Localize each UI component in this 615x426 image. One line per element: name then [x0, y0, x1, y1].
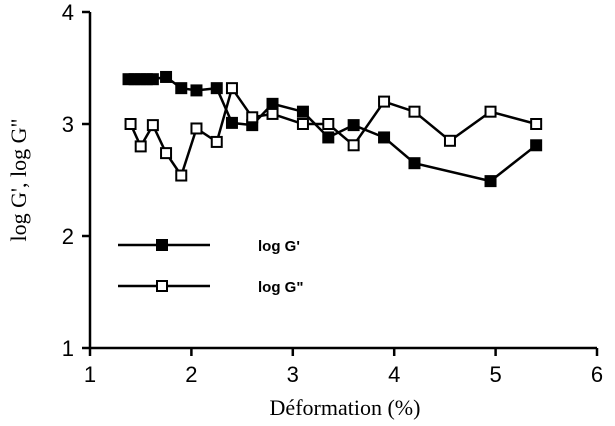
data-point: [408, 157, 421, 170]
data-point: [296, 105, 309, 118]
tick-marks: [82, 10, 599, 356]
x-tick-label: 2: [185, 362, 197, 387]
series-1: [124, 82, 543, 182]
data-point: [296, 118, 309, 130]
data-point: [146, 73, 159, 86]
data-point: [266, 107, 279, 120]
y-tick-label: 4: [62, 0, 74, 25]
data-point: [266, 97, 279, 110]
y-tick-label: 1: [62, 336, 74, 361]
x-tick-label: 6: [591, 362, 603, 387]
data-point: [322, 118, 335, 130]
data-point: [175, 169, 188, 182]
axes: [88, 12, 597, 350]
data-point: [210, 135, 223, 148]
legend-marker: [156, 280, 168, 292]
data-point: [160, 70, 173, 83]
data-point: [190, 122, 203, 135]
data-point: [347, 119, 360, 132]
data-point: [530, 139, 543, 152]
data-point: [225, 82, 238, 95]
data-point: [134, 140, 147, 153]
x-tick-label: 1: [84, 362, 96, 387]
y-tick-label: 2: [62, 224, 74, 249]
legend-marker: [156, 239, 168, 251]
legend: log G' log G": [118, 238, 303, 296]
series-layer: [122, 70, 543, 188]
data-point: [484, 105, 497, 118]
data-point: [175, 82, 188, 95]
data-point: [210, 82, 223, 95]
data-point: [225, 116, 238, 129]
x-tick-label: 3: [287, 362, 299, 387]
y-axis-title: log G', log G": [6, 119, 31, 242]
data-point: [530, 118, 543, 130]
data-point: [160, 147, 173, 160]
data-point: [484, 175, 497, 188]
data-point: [443, 134, 456, 147]
y-tick-label: 3: [62, 112, 74, 137]
data-point: [378, 95, 391, 108]
tick-labels: 1 2 3 4 5 6 1 2 3 4: [62, 0, 603, 387]
x-axis-title: Déformation (%): [270, 395, 421, 420]
legend-label-log-g-double-prime: log G": [258, 279, 303, 296]
data-point: [146, 119, 159, 132]
data-point: [347, 139, 360, 152]
data-point: [246, 111, 259, 124]
data-point: [124, 118, 137, 130]
x-tick-label: 4: [388, 362, 400, 387]
legend-label-log-g-prime: log G': [258, 238, 300, 255]
x-tick-label: 5: [489, 362, 501, 387]
data-point: [190, 84, 203, 97]
data-point: [378, 131, 391, 144]
series-0: [122, 70, 543, 188]
data-point: [408, 105, 421, 118]
data-point: [322, 131, 335, 144]
